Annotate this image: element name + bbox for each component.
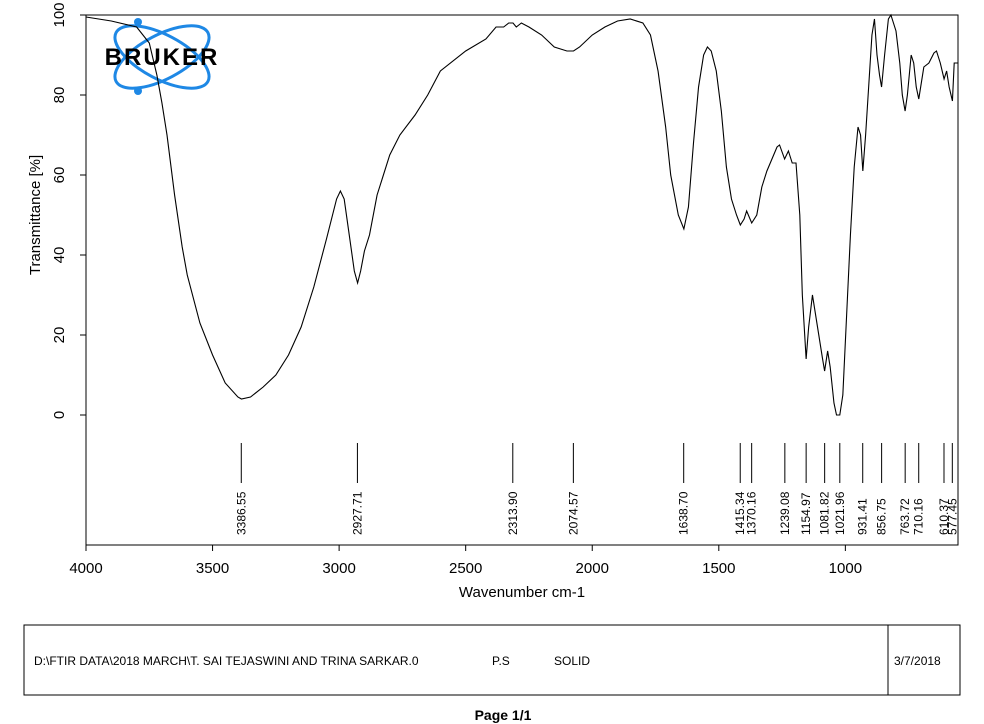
- footer: D:\FTIR DATA\2018 MARCH\T. SAI TEJASWINI…: [23, 624, 961, 696]
- y-tick-label: 40: [51, 247, 68, 264]
- x-axis-label: Wavenumber cm-1: [459, 584, 585, 601]
- peak-label: 1638.70: [677, 491, 691, 535]
- y-tick-label: 60: [51, 167, 68, 184]
- x-tick-label: 2500: [449, 560, 482, 577]
- peak-label: 1081.82: [818, 491, 832, 535]
- footer-sample: P.S: [492, 654, 510, 668]
- y-tick-label: 0: [51, 411, 68, 419]
- x-tick-label: 1000: [829, 560, 862, 577]
- peak-label: 710.16: [912, 498, 926, 535]
- peak-label: 2927.71: [350, 491, 364, 535]
- peak-label: 2313.90: [506, 491, 520, 535]
- y-tick-label: 80: [51, 87, 68, 104]
- logo-text: BRUKER: [105, 44, 220, 71]
- y-tick-label: 20: [51, 327, 68, 344]
- logo-orbit: [113, 24, 211, 90]
- peak-label: 577.45: [945, 498, 959, 535]
- peak-label: 931.41: [856, 498, 870, 535]
- peak-label: 1239.08: [778, 491, 792, 535]
- peak-label: 1370.16: [745, 491, 759, 535]
- footer-file: D:\FTIR DATA\2018 MARCH\T. SAI TEJASWINI…: [34, 654, 419, 668]
- peak-label: 856.75: [875, 498, 889, 535]
- logo-dot: [134, 18, 142, 26]
- spectrum-line: [85, 13, 958, 416]
- peak-label: 763.72: [898, 498, 912, 535]
- y-tick-label: 100: [51, 2, 68, 27]
- x-tick-label: 3500: [196, 560, 229, 577]
- page-number: Page 1/1: [475, 707, 532, 723]
- peak-label: 2074.57: [566, 491, 580, 535]
- logo-dot: [134, 87, 142, 95]
- x-tick-label: 4000: [69, 560, 102, 577]
- footer-box: [23, 624, 961, 696]
- peak-label: 1415.34: [733, 491, 747, 535]
- y-axis-label: Transmittance [%]: [27, 155, 44, 275]
- logo: BRUKER: [105, 18, 220, 95]
- x-tick-label: 3000: [322, 560, 355, 577]
- peak-label: 610.37: [937, 498, 951, 535]
- peak-label: 1021.96: [833, 491, 847, 535]
- x-tick-label: 2000: [576, 560, 609, 577]
- footer-state: SOLID: [554, 654, 590, 668]
- footer-date: 3/7/2018: [894, 654, 941, 668]
- peak-label: 3386.55: [234, 491, 248, 535]
- plot-frame: [85, 14, 959, 546]
- peak-label: 1154.97: [799, 492, 813, 535]
- x-tick-label: 1500: [702, 560, 735, 577]
- logo-orbit: [113, 24, 211, 90]
